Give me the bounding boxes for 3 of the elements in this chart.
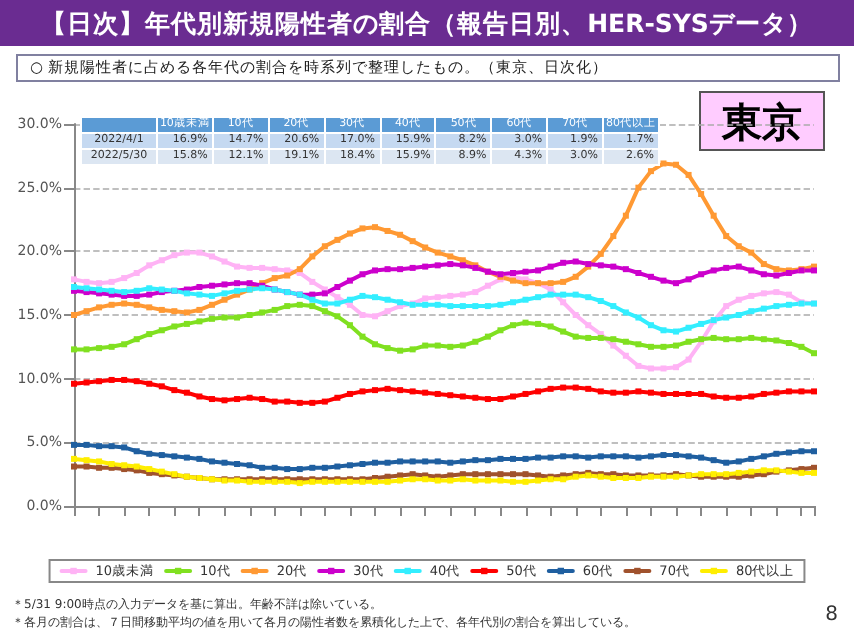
annotation: 東京 [720,98,802,146]
chart-title: 【日次】年代別新規陽性者の割合（報告日別、HER-SYSデータ） [0,0,854,46]
text: 8 [825,604,838,626]
